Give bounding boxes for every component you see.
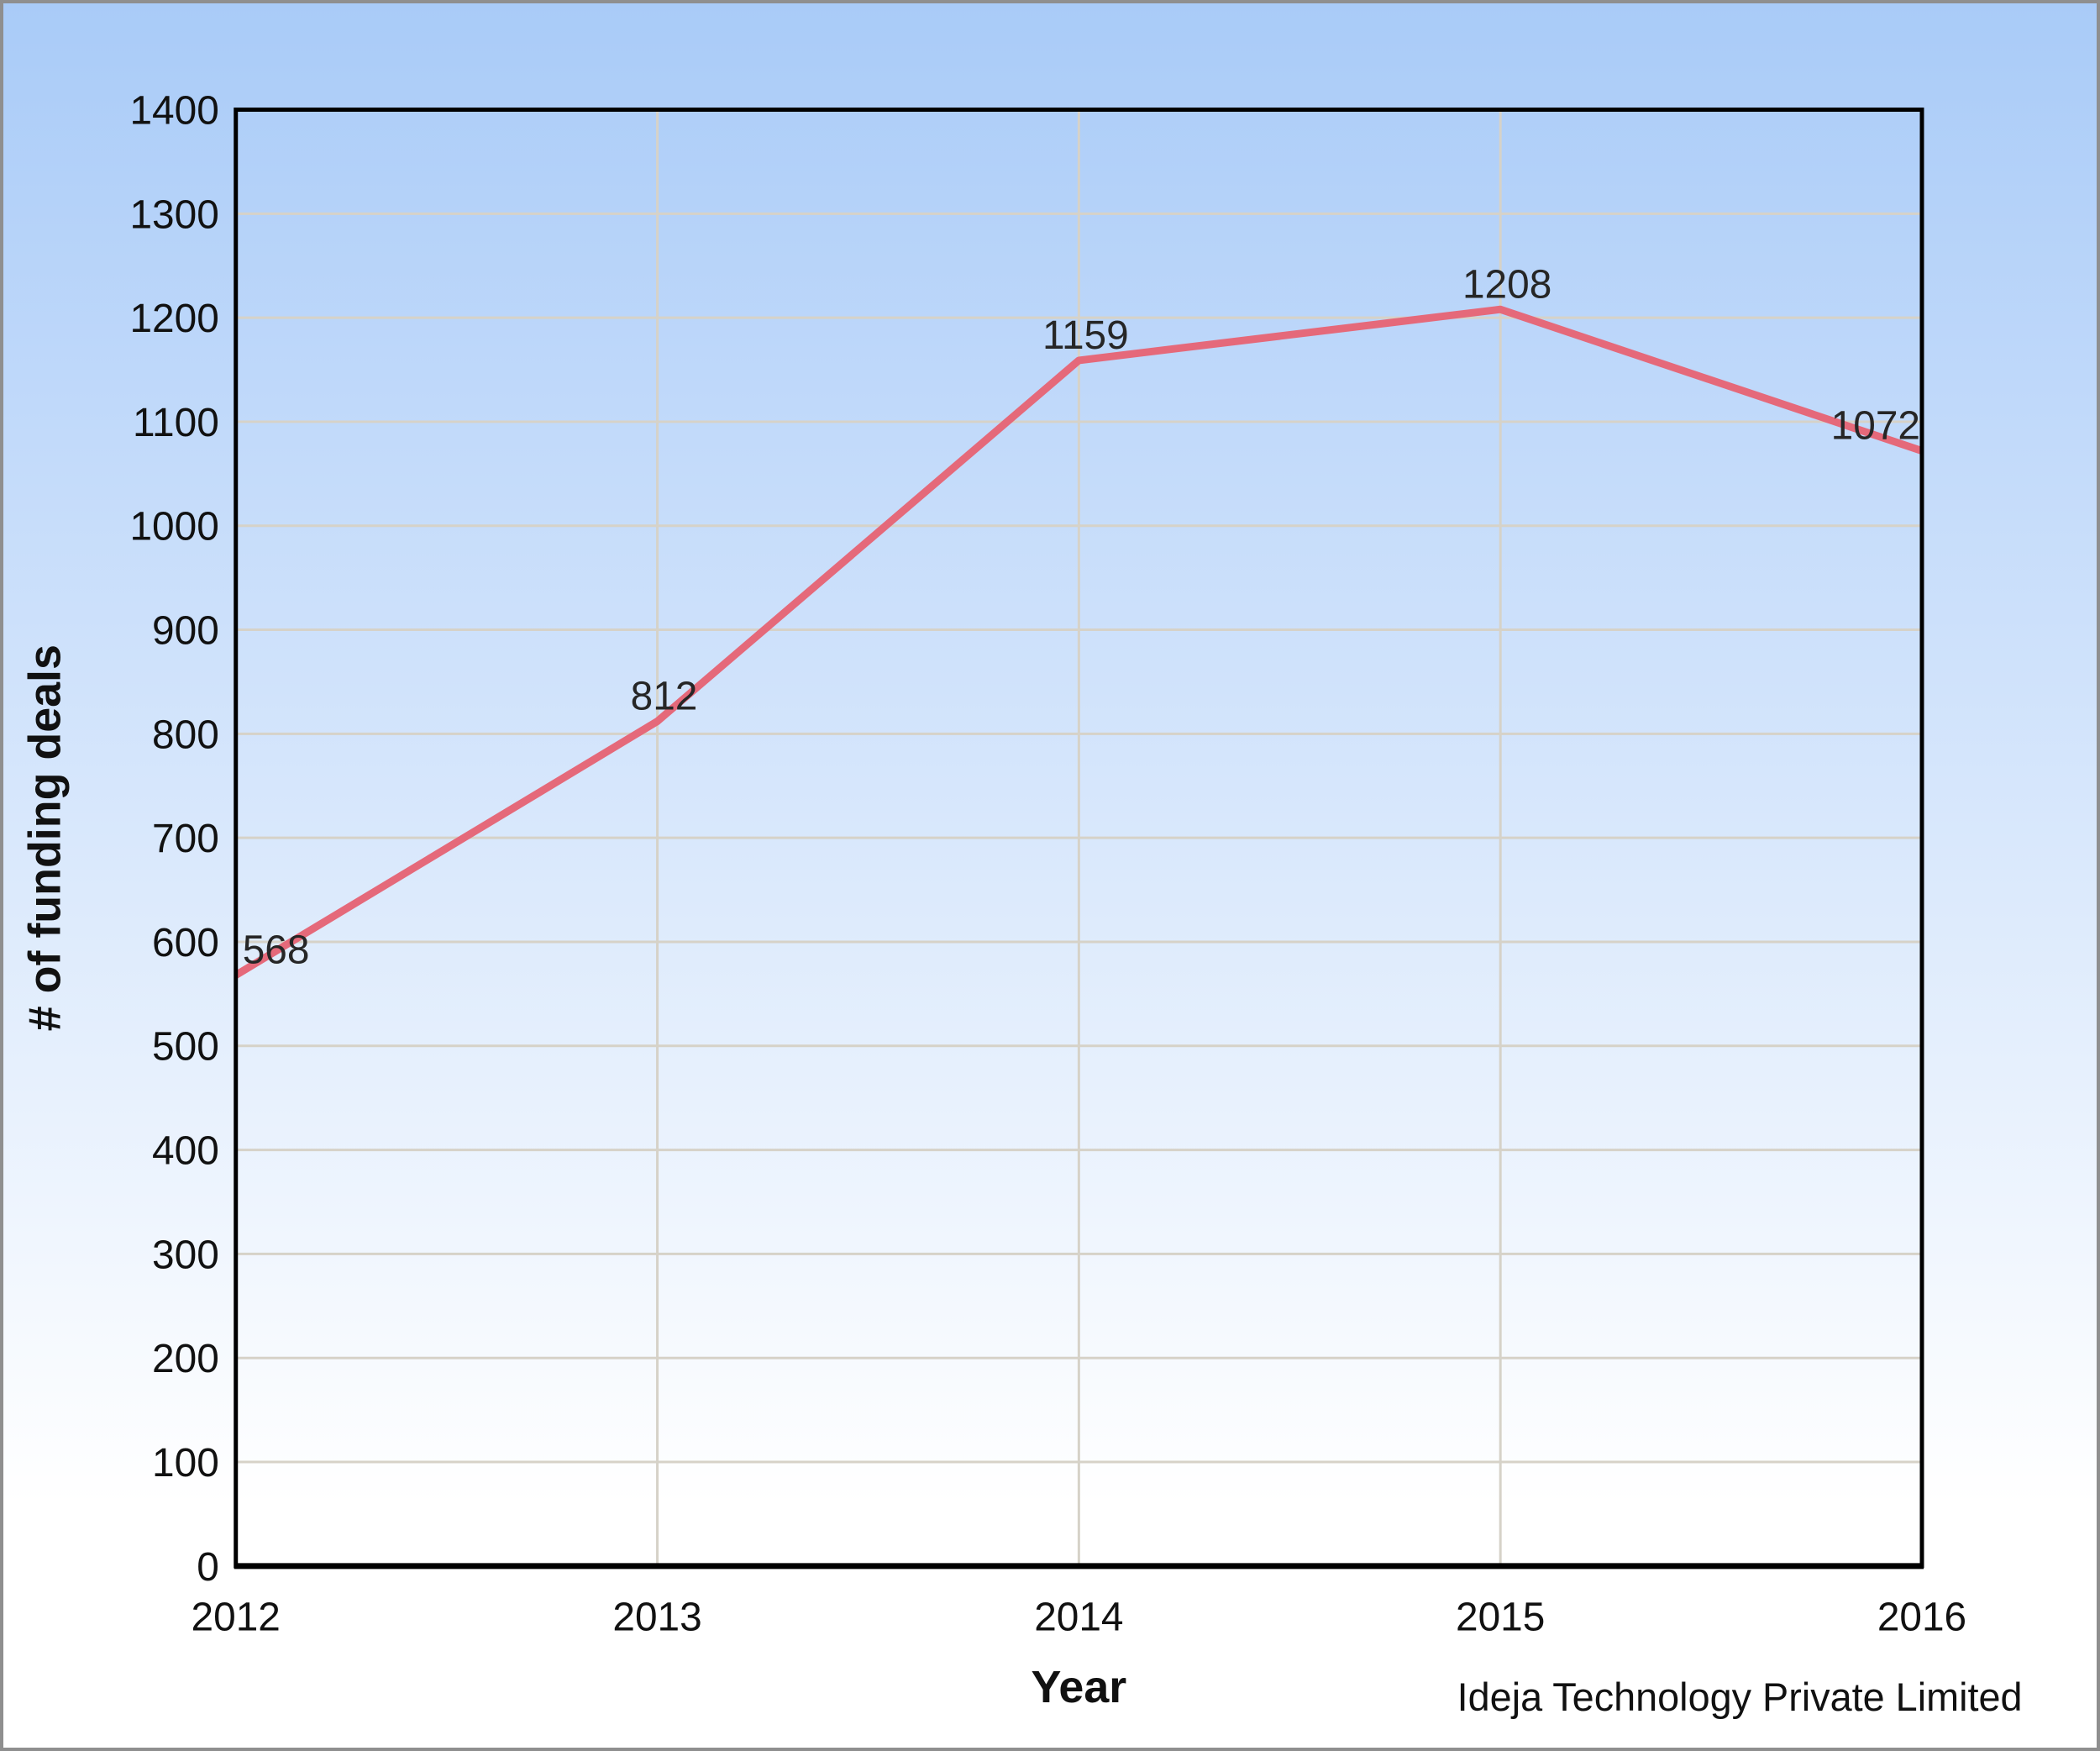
y-tick-label: 200 <box>152 1337 219 1381</box>
y-tick-label: 500 <box>152 1025 219 1070</box>
funding-deals-series <box>234 305 1924 979</box>
y-tick-label: 1400 <box>129 88 218 133</box>
y-tick-label: 100 <box>152 1441 219 1485</box>
y-tick-label: 1100 <box>133 401 219 445</box>
y-tick-label: 1200 <box>129 297 218 341</box>
y-tick-label: 1300 <box>129 192 218 237</box>
gridlines <box>235 109 1922 1566</box>
x-tick-label: 2015 <box>1456 1596 1545 1640</box>
data-point-label: 1208 <box>1462 262 1551 307</box>
y-axis-tick-labels: 0 100 200 300 400 500 600 700 800 900 1000 1100 1200… <box>129 88 218 1589</box>
x-tick-label: 2012 <box>192 1596 281 1640</box>
x-tick-label: 2014 <box>1034 1596 1123 1640</box>
data-point-label: 1159 <box>1042 313 1129 358</box>
funding-deals-line-chart: 0 100 200 300 400 500 600 700 800 900 1000 1100 1200… <box>20 88 2023 1719</box>
data-point-label: 568 <box>243 928 310 973</box>
y-tick-label: 800 <box>152 712 219 757</box>
data-labels: 568 812 1159 1208 1072 <box>243 262 1920 972</box>
y-tick-label: 600 <box>152 921 219 965</box>
y-tick-label: 400 <box>152 1129 219 1174</box>
y-tick-label: 700 <box>152 817 219 861</box>
y-axis-title: # of funding deals <box>20 644 71 1031</box>
attribution-text: Ideja Technology Private Limited <box>1457 1675 2023 1719</box>
x-tick-label: 2016 <box>1877 1596 1966 1640</box>
data-point-label: 1072 <box>1831 404 1920 449</box>
y-tick-label: 300 <box>152 1233 219 1277</box>
x-axis-title: Year <box>1032 1662 1127 1712</box>
y-tick-label: 900 <box>152 608 219 653</box>
y-tick-label: 1000 <box>129 505 218 549</box>
series-line <box>234 305 1924 979</box>
x-axis-tick-labels: 2012 2013 2014 2015 2016 <box>192 1596 1967 1640</box>
x-tick-label: 2013 <box>612 1596 701 1640</box>
y-tick-label: 0 <box>197 1545 219 1590</box>
data-point-label: 812 <box>631 675 698 719</box>
